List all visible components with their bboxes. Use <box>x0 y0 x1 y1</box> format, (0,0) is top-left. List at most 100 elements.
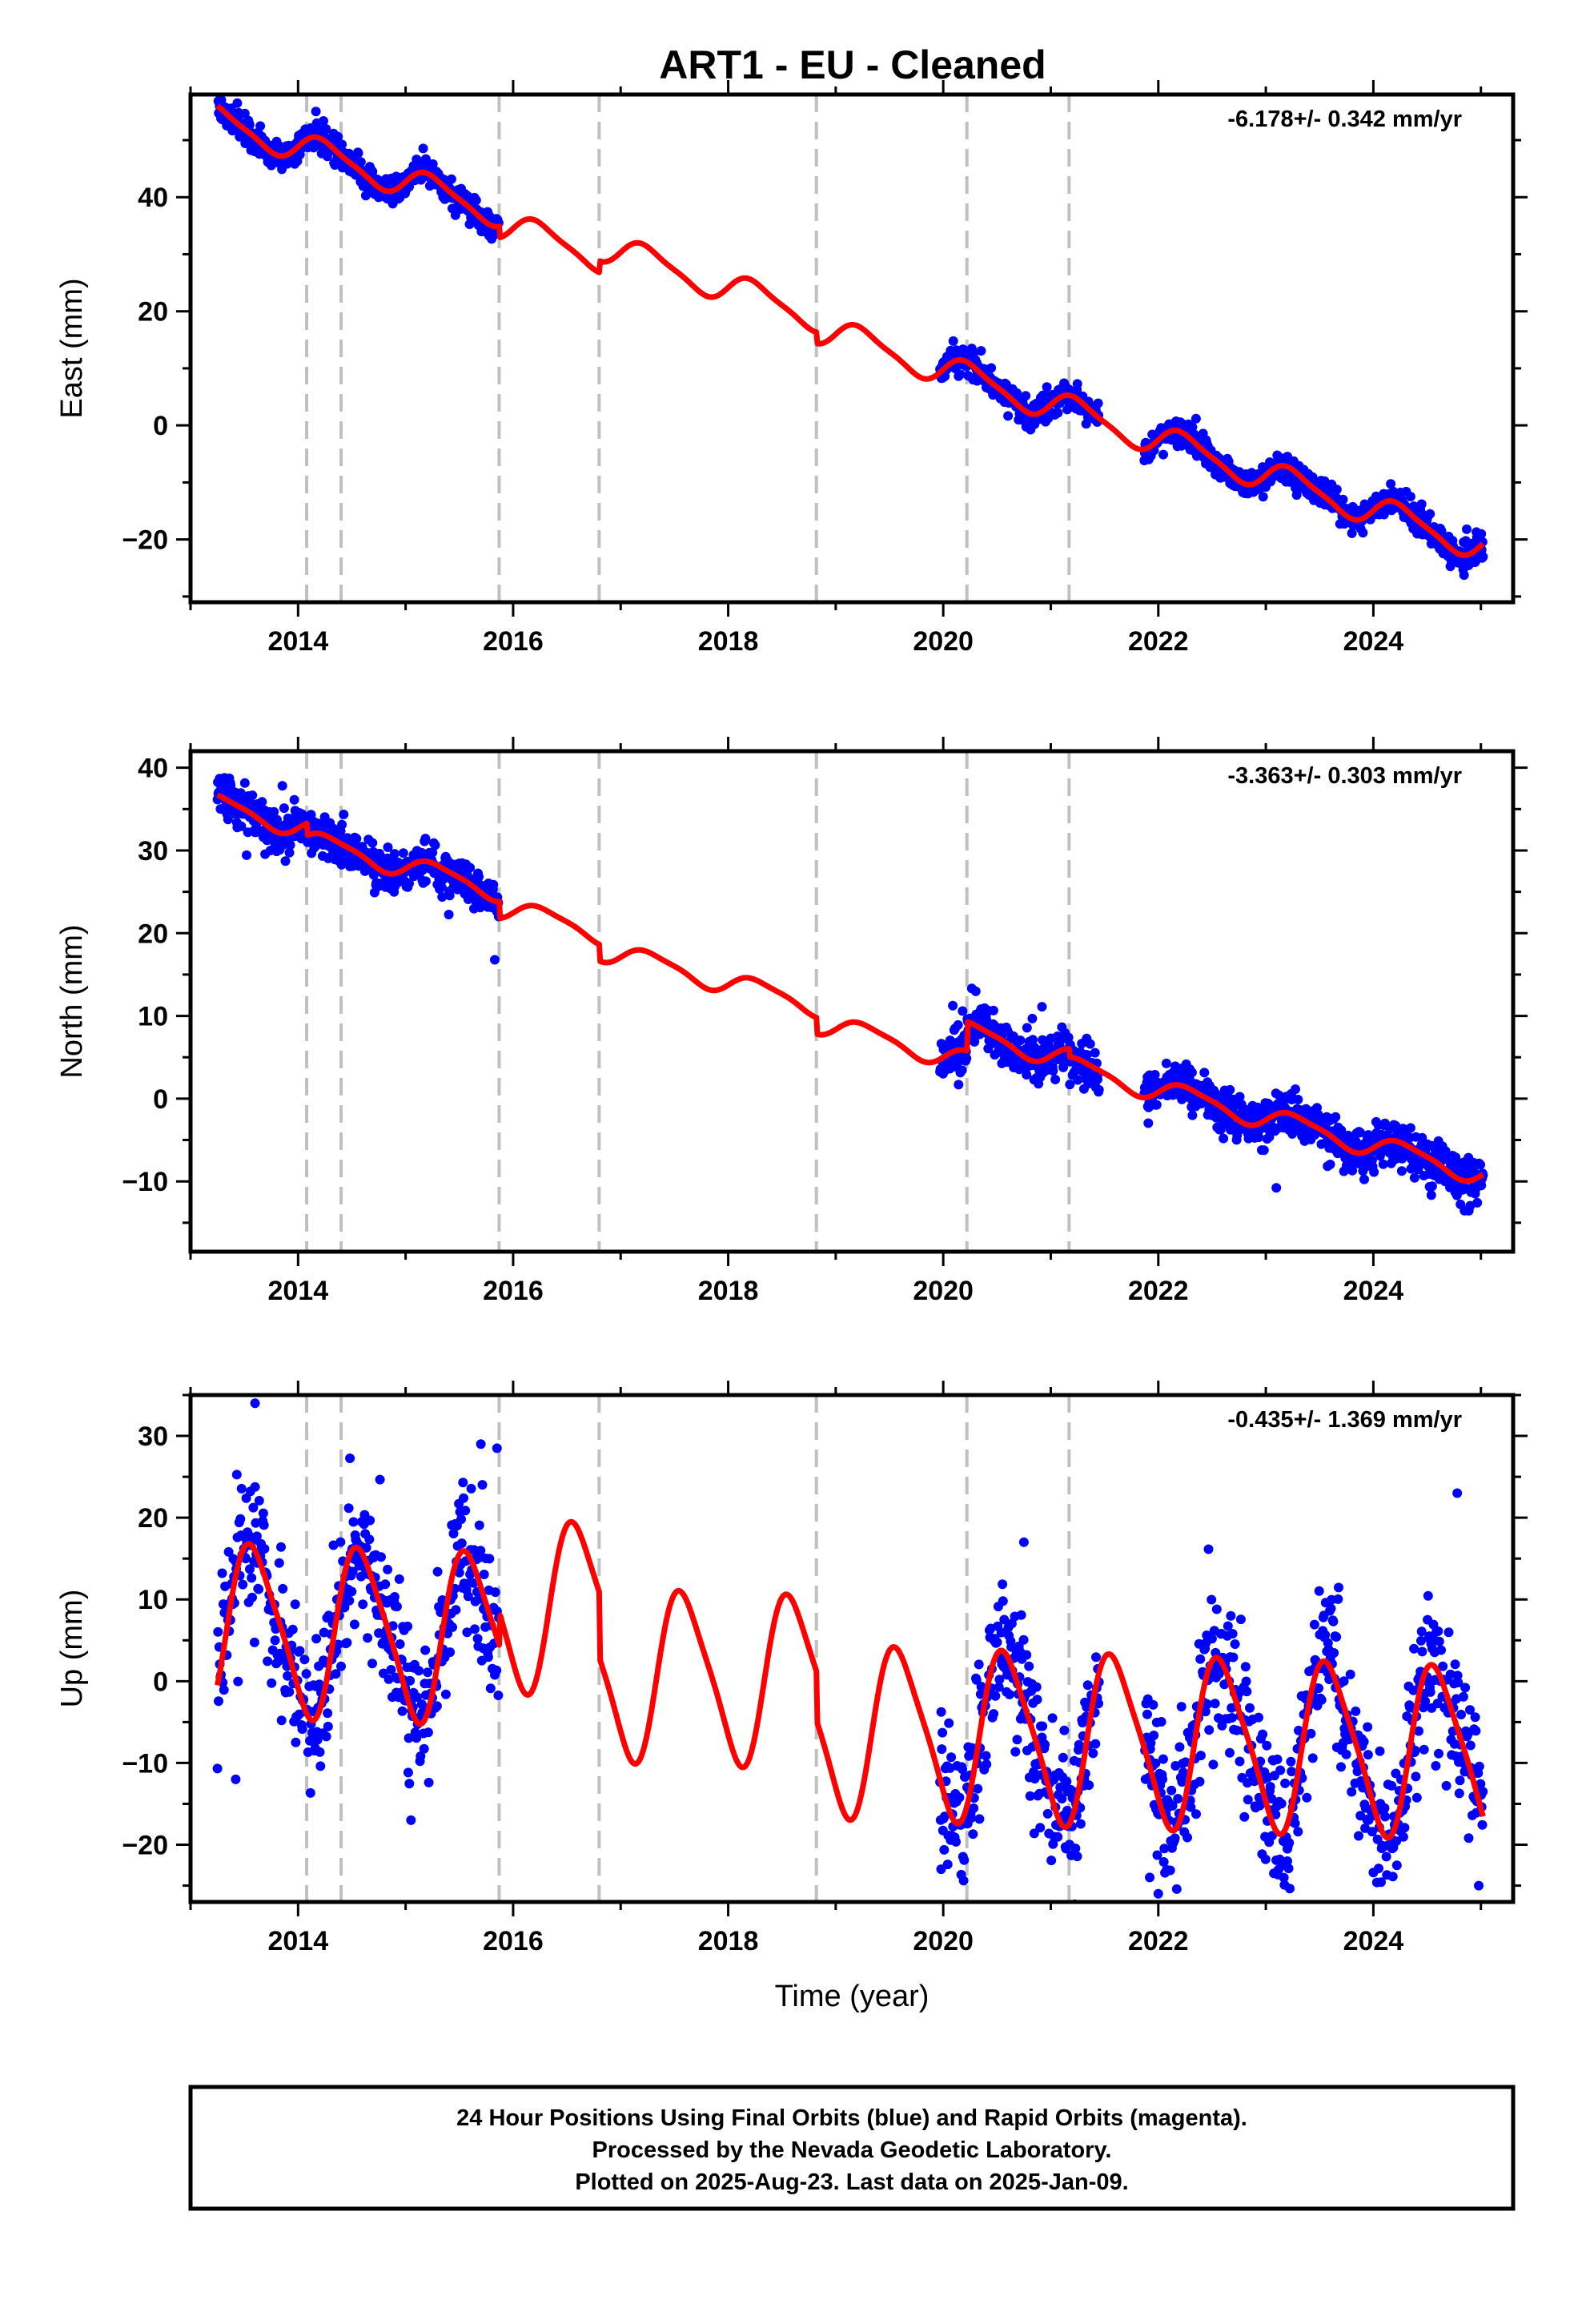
data-point <box>1022 1070 1032 1080</box>
data-point <box>1046 1856 1057 1866</box>
data-point <box>477 1480 488 1490</box>
data-point <box>295 1646 305 1656</box>
data-point <box>1042 1808 1053 1819</box>
data-point <box>258 1508 268 1518</box>
data-point <box>1182 1832 1192 1843</box>
data-point <box>976 346 986 356</box>
data-point <box>1465 1740 1476 1751</box>
data-point <box>1363 1750 1373 1760</box>
data-point <box>1456 1710 1466 1719</box>
data-point <box>1259 1145 1269 1156</box>
data-point <box>424 1777 434 1787</box>
data-point <box>1016 1610 1026 1620</box>
x-tick-label: 2016 <box>483 626 544 657</box>
data-point <box>1240 1662 1251 1672</box>
data-point <box>1038 1721 1048 1731</box>
data-point <box>432 1566 443 1577</box>
data-point <box>1176 1702 1186 1712</box>
data-point <box>342 1638 352 1648</box>
data-point <box>213 1626 223 1637</box>
data-point <box>1478 552 1488 562</box>
data-point <box>1170 1833 1180 1844</box>
plot-area-north <box>212 751 1488 1252</box>
x-tick-label: 2018 <box>698 1926 759 1956</box>
data-point <box>954 1792 965 1803</box>
data-point <box>345 1454 355 1463</box>
data-point <box>990 1691 1001 1701</box>
data-point <box>277 781 287 791</box>
data-point <box>1369 1167 1379 1177</box>
data-point <box>404 1779 415 1789</box>
data-point <box>459 1493 468 1503</box>
data-point <box>969 1803 979 1813</box>
data-point <box>285 840 295 850</box>
data-point <box>1031 1682 1042 1692</box>
data-point <box>1423 1590 1433 1601</box>
data-point <box>1326 1603 1336 1614</box>
data-point <box>968 1829 978 1839</box>
data-point <box>232 98 243 108</box>
data-point <box>1226 1610 1236 1621</box>
data-point <box>259 1544 270 1554</box>
data-point <box>1302 1792 1312 1803</box>
data-point <box>1331 485 1342 495</box>
data-point <box>970 986 981 996</box>
data-point <box>970 1036 980 1047</box>
data-point <box>1409 1643 1419 1654</box>
y-tick-label: 10 <box>138 1002 168 1032</box>
data-point <box>444 910 454 919</box>
data-point <box>337 139 347 150</box>
data-point <box>436 883 447 893</box>
data-point <box>1024 1661 1034 1671</box>
data-point <box>1228 1652 1239 1663</box>
data-point <box>1433 1626 1443 1636</box>
data-point <box>1091 1652 1101 1663</box>
data-point-outlier <box>492 1443 502 1454</box>
data-point <box>998 1596 1008 1606</box>
data-point <box>1227 1629 1238 1639</box>
data-point <box>1293 1827 1303 1837</box>
rate-label-east: -6.178+/- 0.342 mm/yr <box>1227 107 1462 132</box>
data-point <box>299 1655 310 1665</box>
data-point <box>247 1573 257 1583</box>
data-point <box>423 1727 433 1738</box>
x-tick-label: 2016 <box>483 1926 544 1956</box>
data-point <box>280 856 291 866</box>
data-point <box>488 879 499 890</box>
data-point <box>992 1637 1002 1647</box>
data-point <box>1048 1066 1058 1076</box>
chart-title: ART1 - EU - Cleaned <box>659 42 1046 87</box>
rate-label-up: -0.435+/- 1.369 mm/yr <box>1227 1407 1462 1433</box>
data-point <box>419 1743 429 1754</box>
data-point <box>944 1718 954 1728</box>
data-point <box>1417 1647 1427 1657</box>
data-point <box>267 1678 277 1688</box>
data-point <box>1186 1068 1197 1078</box>
data-points-up <box>212 1398 1488 1921</box>
data-point-outlier <box>1153 1888 1163 1899</box>
data-point <box>1187 1110 1198 1120</box>
data-point <box>405 1675 416 1686</box>
data-point <box>1191 1809 1201 1819</box>
data-point <box>1285 1884 1295 1894</box>
data-point <box>1347 528 1357 538</box>
data-point <box>1411 1771 1421 1782</box>
data-point <box>1148 1699 1158 1710</box>
data-point <box>403 1621 413 1631</box>
data-point <box>1090 1739 1101 1749</box>
data-point <box>1286 1756 1296 1767</box>
data-point <box>242 850 251 860</box>
data-point <box>1243 1795 1253 1805</box>
data-point <box>1476 529 1487 539</box>
data-point <box>1004 1689 1014 1699</box>
data-point <box>958 1876 969 1886</box>
data-point <box>1262 1912 1271 1921</box>
data-point <box>1460 1683 1471 1693</box>
data-point <box>1378 1159 1388 1169</box>
data-point <box>1464 1833 1474 1844</box>
data-point <box>1165 1865 1175 1876</box>
data-point <box>1203 1544 1214 1554</box>
footer-line-1: 24 Hour Positions Using Final Orbits (bl… <box>456 2105 1247 2131</box>
data-point <box>297 1724 307 1735</box>
